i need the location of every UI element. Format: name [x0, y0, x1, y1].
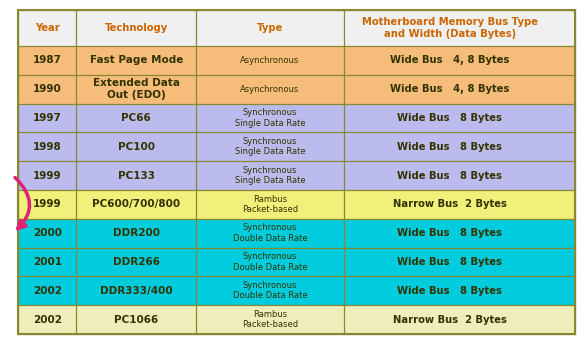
Text: 1999: 1999 — [33, 200, 61, 209]
Text: Wide Bus   4, 8 Bytes: Wide Bus 4, 8 Bytes — [390, 55, 510, 65]
Text: Wide Bus   8 Bytes: Wide Bus 8 Bytes — [397, 257, 502, 267]
Text: Synchronous
Double Data Rate: Synchronous Double Data Rate — [233, 224, 307, 243]
Text: Wide Bus   8 Bytes: Wide Bus 8 Bytes — [397, 286, 502, 296]
Text: 2002: 2002 — [33, 315, 62, 325]
Bar — [18, 104, 575, 132]
Text: Wide Bus   8 Bytes: Wide Bus 8 Bytes — [397, 171, 502, 181]
Text: Type: Type — [257, 23, 283, 33]
Text: Rambus
Packet-based: Rambus Packet-based — [242, 310, 298, 329]
Text: 1987: 1987 — [33, 55, 62, 65]
Text: Synchronous
Single Data Rate: Synchronous Single Data Rate — [235, 137, 305, 157]
Text: 1999: 1999 — [33, 171, 61, 181]
Bar — [18, 10, 575, 46]
Bar — [18, 161, 575, 190]
Text: 2001: 2001 — [33, 257, 62, 267]
Text: 2000: 2000 — [33, 228, 62, 238]
Text: 1998: 1998 — [33, 142, 61, 152]
Bar — [18, 75, 575, 104]
Text: Wide Bus   8 Bytes: Wide Bus 8 Bytes — [397, 113, 502, 123]
Text: Wide Bus   8 Bytes: Wide Bus 8 Bytes — [397, 142, 502, 152]
Text: 2002: 2002 — [33, 286, 62, 296]
Text: DDR266: DDR266 — [113, 257, 160, 267]
Text: Fast Page Mode: Fast Page Mode — [90, 55, 183, 65]
Bar — [18, 132, 575, 161]
Text: PC133: PC133 — [118, 171, 155, 181]
Text: Synchronous
Single Data Rate: Synchronous Single Data Rate — [235, 108, 305, 128]
Text: Synchronous
Double Data Rate: Synchronous Double Data Rate — [233, 281, 307, 301]
Text: Year: Year — [35, 23, 60, 33]
Text: Synchronous
Double Data Rate: Synchronous Double Data Rate — [233, 252, 307, 272]
Text: 1997: 1997 — [33, 113, 61, 123]
Bar — [18, 248, 575, 276]
Bar — [18, 190, 575, 219]
Text: DDR200: DDR200 — [113, 228, 160, 238]
Text: Motherboard Memory Bus Type
and Width (Data Bytes): Motherboard Memory Bus Type and Width (D… — [362, 17, 538, 39]
Text: PC100: PC100 — [118, 142, 155, 152]
Bar — [18, 276, 575, 305]
Text: PC66: PC66 — [122, 113, 152, 123]
Bar — [18, 305, 575, 334]
Bar — [18, 219, 575, 248]
Text: PC600/700/800: PC600/700/800 — [92, 200, 180, 209]
Text: Narrow Bus  2 Bytes: Narrow Bus 2 Bytes — [393, 315, 507, 325]
Text: Rambus
Packet-based: Rambus Packet-based — [242, 195, 298, 214]
Text: Wide Bus   4, 8 Bytes: Wide Bus 4, 8 Bytes — [390, 84, 510, 94]
Text: 1990: 1990 — [33, 84, 61, 94]
Text: Asynchronous: Asynchronous — [240, 85, 300, 94]
Bar — [18, 46, 575, 75]
Text: Technology: Technology — [105, 23, 168, 33]
Text: Asynchronous: Asynchronous — [240, 56, 300, 65]
Text: Synchronous
Single Data Rate: Synchronous Single Data Rate — [235, 166, 305, 185]
Text: Narrow Bus  2 Bytes: Narrow Bus 2 Bytes — [393, 200, 507, 209]
Text: Extended Data
Out (EDO): Extended Data Out (EDO) — [93, 78, 180, 100]
Text: Wide Bus   8 Bytes: Wide Bus 8 Bytes — [397, 228, 502, 238]
Text: PC1066: PC1066 — [114, 315, 159, 325]
Text: DDR333/400: DDR333/400 — [100, 286, 173, 296]
